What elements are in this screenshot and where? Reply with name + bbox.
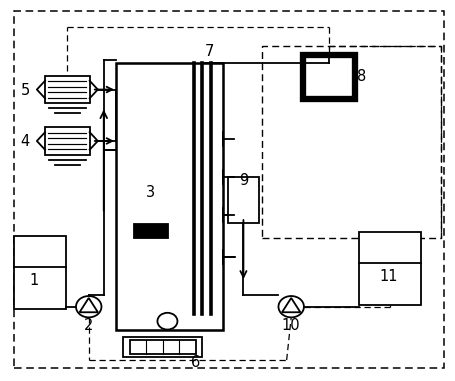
Text: 4: 4 — [20, 134, 30, 149]
Bar — [45, 127, 90, 155]
Text: 2: 2 — [84, 318, 93, 333]
Bar — [45, 76, 90, 103]
Bar — [262, 46, 441, 238]
Polygon shape — [282, 298, 300, 312]
Bar — [134, 224, 168, 238]
Text: 8: 8 — [357, 69, 366, 85]
Bar — [228, 177, 259, 223]
Bar — [116, 63, 223, 330]
Text: 11: 11 — [380, 269, 398, 284]
Circle shape — [278, 296, 304, 317]
Bar — [359, 232, 421, 305]
Text: 9: 9 — [239, 173, 248, 188]
Polygon shape — [80, 298, 98, 312]
Bar — [130, 340, 196, 354]
Text: 10: 10 — [282, 318, 300, 333]
Circle shape — [157, 313, 177, 330]
Bar — [123, 337, 202, 357]
Text: 5: 5 — [20, 83, 30, 98]
Text: 6: 6 — [191, 355, 200, 370]
Text: 1: 1 — [30, 272, 39, 288]
Circle shape — [76, 296, 101, 317]
Text: 3: 3 — [146, 185, 155, 200]
Bar — [303, 55, 355, 99]
Text: 7: 7 — [205, 44, 214, 59]
Bar — [14, 236, 66, 309]
